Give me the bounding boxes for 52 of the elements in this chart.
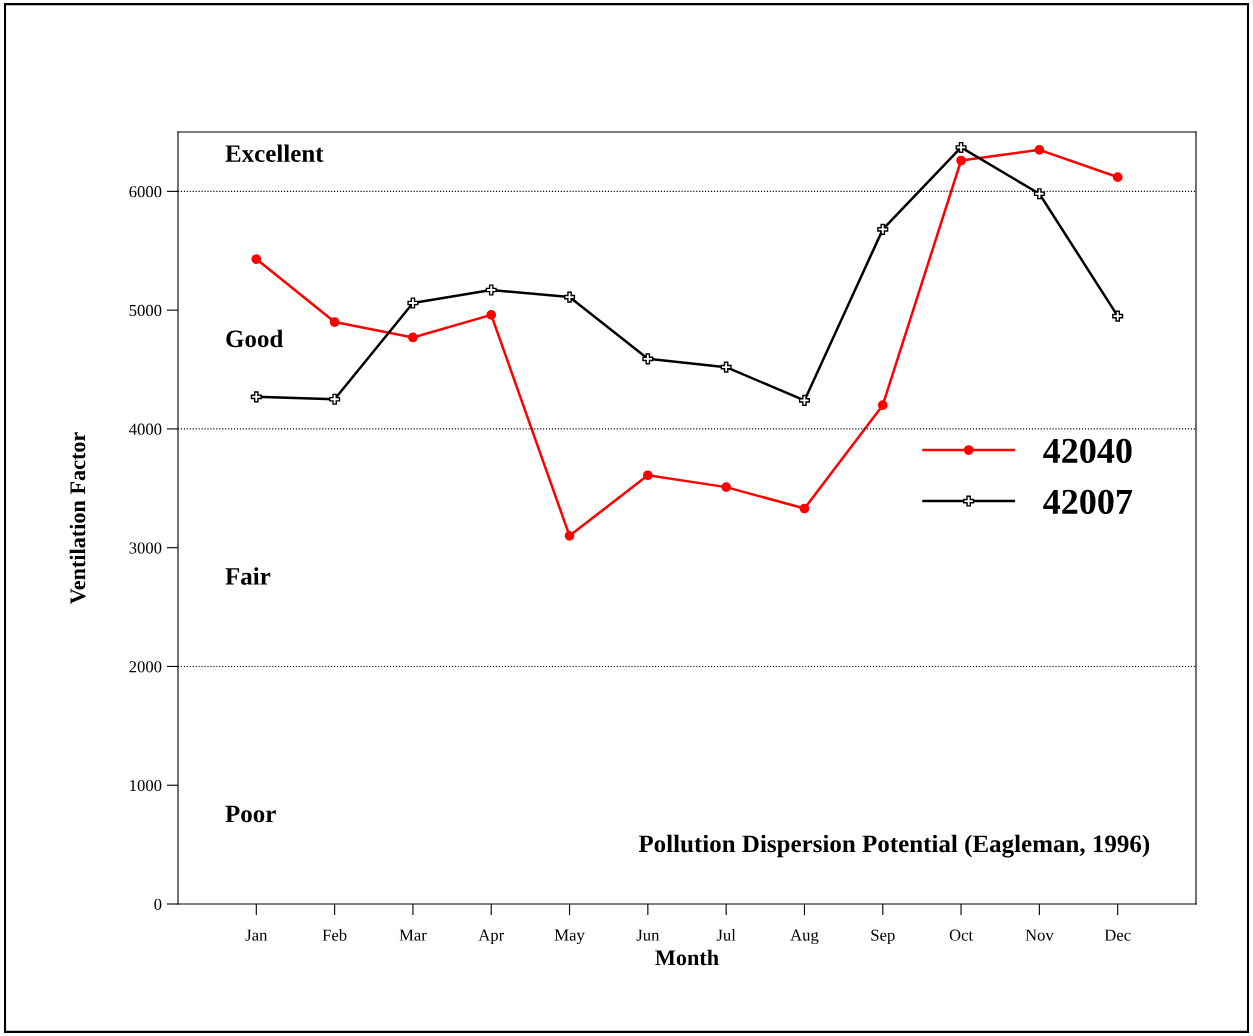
legend-label: 42040: [1043, 438, 1132, 464]
x-tick-label: Sep: [871, 929, 895, 945]
point: [1112, 172, 1123, 182]
point: [251, 254, 262, 264]
y-tick-label: 3000: [129, 542, 162, 554]
point: [721, 482, 732, 492]
y-tick-label: 2000: [129, 661, 162, 673]
x-axis-title: Month: [655, 949, 719, 966]
legend-label: 42007: [1043, 489, 1133, 515]
point: [1033, 188, 1045, 200]
x-tick-label: Dec: [1104, 929, 1131, 941]
y-axis-title: Ventilation Factor: [69, 432, 86, 605]
point: [642, 353, 654, 365]
point: [956, 155, 966, 166]
point: [1034, 144, 1045, 155]
point: [798, 394, 811, 406]
point: [877, 223, 889, 235]
point: [250, 391, 262, 403]
point: [329, 393, 341, 405]
point: [799, 503, 810, 514]
annotation: Poor: [225, 805, 276, 823]
point: [408, 332, 418, 343]
point: [407, 297, 419, 309]
point: [564, 530, 575, 541]
x-tick-label: Jun: [636, 929, 660, 941]
y-tick-label: 6000: [129, 186, 162, 198]
annotation: Good: [226, 329, 284, 348]
point: [877, 400, 888, 411]
annotation: Fair: [225, 567, 271, 585]
point: [563, 291, 576, 303]
y-tick-label: 4000: [129, 423, 162, 435]
x-tick-label: Nov: [1025, 929, 1054, 941]
x-tick-label: Oct: [949, 929, 974, 941]
annotation: Excellent: [225, 144, 324, 163]
x-tick-label: Aug: [790, 929, 819, 945]
y-tick-label: 0: [154, 898, 162, 910]
point: [720, 361, 732, 373]
annotation: Pollution Dispersion Potential (Eagleman, 1996): [638, 834, 1150, 858]
point: [486, 310, 497, 320]
y-tick-label: 1000: [130, 779, 162, 792]
point: [1112, 310, 1124, 322]
x-tick-label: Feb: [322, 929, 347, 941]
point: [642, 470, 653, 481]
x-tick-label: Jan: [245, 929, 268, 941]
x-tick-label: Apr: [478, 929, 505, 945]
point: [329, 317, 340, 327]
x-tick-label: May: [554, 929, 585, 945]
x-tick-label: Mar: [399, 929, 427, 941]
point: [955, 141, 967, 153]
x-tick-label: Jul: [716, 929, 736, 941]
point: [485, 284, 497, 296]
y-tick-label: 5000: [129, 304, 162, 317]
